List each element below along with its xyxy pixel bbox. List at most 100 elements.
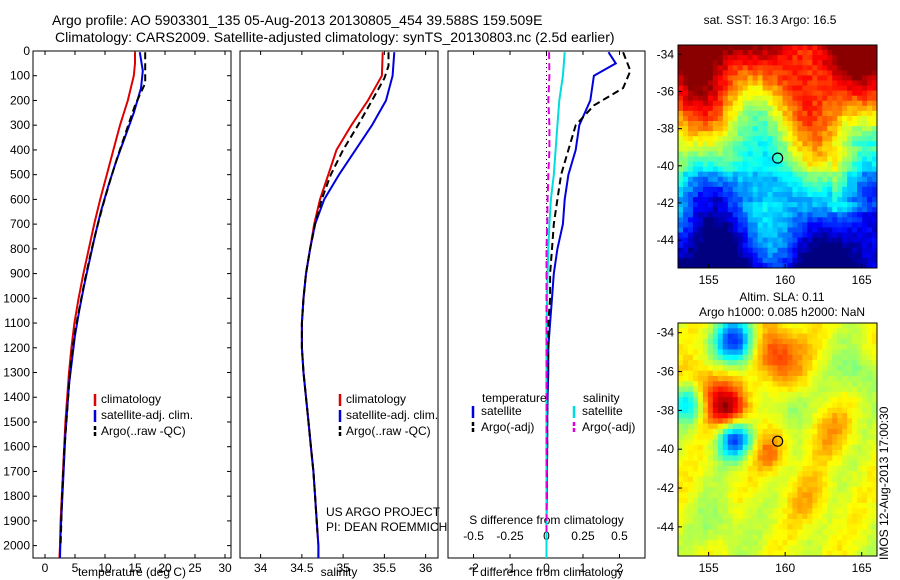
sst-map-cell xyxy=(707,181,714,188)
sst-map-cell xyxy=(802,131,808,137)
sla-map-cell xyxy=(812,465,818,472)
sst-map-cell xyxy=(872,191,877,198)
sst-map-cell xyxy=(822,212,828,218)
sla-map-cell xyxy=(857,460,863,467)
sst-map-cell xyxy=(767,166,774,173)
sla-map-cell xyxy=(787,508,794,515)
sst-map-cell xyxy=(802,207,808,213)
sst-map-cell xyxy=(737,161,744,168)
sst-map-cell xyxy=(862,222,868,229)
sst-map-cell xyxy=(737,136,744,142)
sla-map-cell xyxy=(822,529,828,536)
temperature-axes-box xyxy=(32,50,232,559)
sla-map-cell xyxy=(787,418,794,425)
sst-map-cell xyxy=(727,136,734,142)
sst-map-cell xyxy=(712,237,719,244)
sla-map-cell xyxy=(817,492,823,499)
sst-map-cell xyxy=(742,242,749,249)
sla-map-cell xyxy=(752,386,759,393)
sla-map-cell xyxy=(732,397,739,404)
sla-map-cell xyxy=(712,460,719,467)
sst-map-cell xyxy=(792,222,798,229)
sla-map-cell xyxy=(802,518,808,525)
sla-map-cell xyxy=(742,407,749,414)
sst-map-cell xyxy=(792,80,798,87)
sst-map-cell xyxy=(802,75,808,82)
sla-map-cell xyxy=(682,323,689,329)
sst-map-cell xyxy=(822,186,828,193)
sst-map-cell xyxy=(767,95,774,102)
sla-map-cell xyxy=(847,508,853,515)
sla-map-cell xyxy=(682,391,689,398)
sla-map-cell xyxy=(727,476,734,483)
sla-map-cell xyxy=(767,365,774,372)
sla-map-cell xyxy=(787,349,794,356)
sst-map-cell xyxy=(812,252,818,259)
sla-map-cell xyxy=(832,375,838,382)
sla-map-cell xyxy=(832,545,838,552)
sst-map-cell xyxy=(857,237,863,244)
sst-map-cell xyxy=(867,207,873,213)
sst-map-cell xyxy=(687,197,694,203)
sst-map-cell xyxy=(807,202,813,208)
sst-map-cell xyxy=(752,181,759,188)
sst-map-cell xyxy=(727,55,734,61)
sla-map-cell xyxy=(807,481,813,488)
sst-map-cell xyxy=(687,156,694,163)
sst-map-cell xyxy=(857,75,863,82)
sla-map-cell xyxy=(777,476,784,483)
sla-map-cell xyxy=(822,439,828,446)
sla-map-cell xyxy=(832,492,838,499)
sla-map-cell xyxy=(827,323,833,329)
sst-map-cell xyxy=(717,227,724,234)
sst-map-cell xyxy=(747,95,754,102)
sla-map-cell xyxy=(787,476,794,483)
sst-map-cell xyxy=(767,186,774,193)
sst-map-cell xyxy=(727,45,734,51)
sst-map-cell xyxy=(752,146,759,153)
sla-map-cell xyxy=(787,465,794,472)
sst-map-cells xyxy=(678,45,877,268)
sst-map-cell xyxy=(812,197,818,203)
sla-map-cell xyxy=(747,545,754,552)
sst-map-cell xyxy=(787,166,794,173)
sst-map-cell xyxy=(792,186,798,193)
sla-map-cell xyxy=(792,492,798,499)
temperature-ytick-label: 0 xyxy=(23,44,30,58)
sla-map-cell xyxy=(757,370,764,377)
sla-map-cell xyxy=(712,413,719,419)
sst-map-cell xyxy=(687,217,694,223)
sla-map-cell xyxy=(777,545,784,552)
sst-map-cell xyxy=(752,126,759,132)
sst-map-cell xyxy=(782,100,789,107)
sst-map-cell xyxy=(862,55,868,61)
sla-map-cell xyxy=(862,455,868,462)
sst-map-cell xyxy=(842,171,848,178)
sla-map-cell xyxy=(712,508,719,515)
sla-map-cell xyxy=(782,439,789,446)
sst-map-cell xyxy=(702,222,709,229)
sst-map-cell xyxy=(767,262,774,268)
sst-map-cell xyxy=(747,70,754,77)
sst-map-cell xyxy=(777,70,784,77)
sst-map-cell xyxy=(872,257,877,264)
sst-map-cell xyxy=(822,237,828,244)
sst-map-cell xyxy=(712,176,719,183)
sst-map-cell xyxy=(862,100,868,107)
sla-map-cell xyxy=(837,529,843,536)
sst-map-cell xyxy=(837,110,843,117)
sla-map-cell xyxy=(762,354,769,361)
sla-map-cell xyxy=(812,481,818,488)
sst-map-cell xyxy=(817,262,823,268)
sla-map-cell xyxy=(678,471,684,478)
sla-map-cell xyxy=(717,370,724,377)
sla-map-cell xyxy=(722,354,729,361)
sst-map-cell xyxy=(782,131,789,137)
sla-map-cell xyxy=(692,444,699,451)
sst-map-cell xyxy=(797,95,803,102)
sla-map-cell xyxy=(867,524,873,531)
sla-map-cell xyxy=(847,338,853,345)
sla-map-cell xyxy=(682,439,689,446)
sla-map-cell xyxy=(832,333,838,340)
sla-map-cell xyxy=(867,444,873,451)
